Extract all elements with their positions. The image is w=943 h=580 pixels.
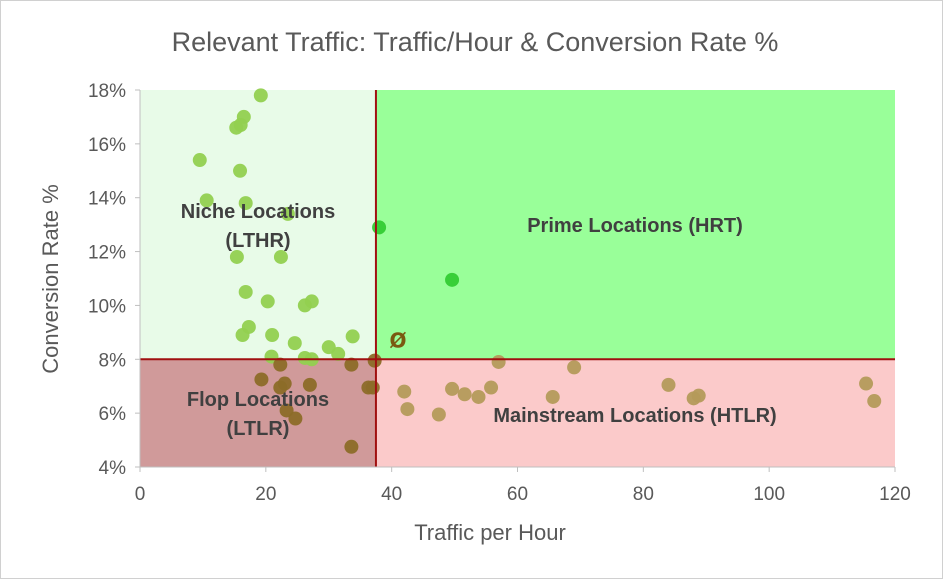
quadrant-mainstream [375,359,895,467]
data-point-44 [661,377,676,392]
y-tick-label-0: 4% [99,458,127,479]
data-point-0 [253,88,268,103]
quadrant-layer [140,90,895,467]
data-point-46 [691,388,706,403]
data-point-32 [254,372,269,387]
data-point-38 [397,384,412,399]
y-tick-label-1: 6% [99,404,127,425]
data-point-39 [445,381,460,396]
data-point-37 [365,380,380,395]
data-point-34 [273,380,288,395]
chart-title: Relevant Traffic: Traffic/Hour & Convers… [172,27,779,57]
data-point-28 [344,357,359,372]
data-point-27 [273,357,288,372]
data-point-41 [484,380,499,395]
data-point-10 [273,249,288,264]
data-point-47 [859,376,874,391]
y-tick-label-7: 18% [88,81,126,102]
y-tick-label-3: 10% [88,296,126,317]
data-point-23 [331,346,346,361]
x-tick-label-1: 20 [255,484,276,505]
axis-layer: 0 20 40 60 80 100 120 4% 6% 8% 10% 12% 14% 16% 18% [88,81,911,505]
x-tick-label-5: 100 [753,484,785,505]
quadrant-label-niche-1: (LTHR) [225,230,290,252]
y-tick-label-5: 14% [88,189,126,210]
data-point-42 [471,389,486,404]
x-axis-label: Traffic per Hour [414,520,566,545]
y-tick-label-6: 16% [88,135,126,156]
y-axis-label: Conversion Rate % [38,184,63,374]
data-point-12 [445,272,460,287]
data-point-7 [238,196,253,211]
data-point-13 [238,284,253,299]
x-tick-label-3: 60 [507,484,528,505]
data-point-50 [431,407,446,422]
data-point-31 [567,360,582,375]
quadrant-label-niche-0: Niche Locations [181,201,335,223]
data-point-20 [345,329,360,344]
y-tick-label-4: 12% [88,243,126,264]
data-point-8 [280,206,295,221]
data-point-30 [491,354,506,369]
x-tick-label-6: 120 [879,484,911,505]
x-tick-label-0: 0 [135,484,146,505]
x-tick-label-2: 40 [381,484,402,505]
data-point-35 [302,377,317,392]
data-point-29 [367,353,382,368]
y-tick-label-2: 8% [99,350,127,371]
quadrant-niche [140,90,376,360]
quadrant-prime [375,90,895,360]
data-point-11 [372,220,387,235]
quadrant-label-prime-0: Prime Locations (HRT) [527,215,743,237]
data-point-51 [279,403,294,418]
data-point-19 [265,328,280,343]
x-tick-label-4: 80 [633,484,654,505]
data-point-9 [229,249,244,264]
data-point-53 [344,439,359,454]
data-point-49 [400,402,415,417]
quadrant-label-mainstream-0: Mainstream Locations (HTLR) [493,405,776,427]
data-point-3 [229,120,244,135]
data-point-43 [545,389,560,404]
data-point-16 [297,298,312,313]
data-point-5 [233,163,248,178]
data-point-21 [287,336,302,351]
data-point-4 [192,153,207,168]
data-point-14 [260,294,275,309]
label-layer: Ø Niche Locations (LTHR) Prime Locations (H… [181,201,777,440]
data-point-18 [235,328,250,343]
data-point-48 [867,394,882,409]
data-point-6 [199,193,214,208]
data-point-40 [457,387,472,402]
quadrant-label-flop-1: (LTLR) [227,418,290,440]
data-point-52 [288,411,303,426]
quadrant-label-flop-0: Flop Locations [187,389,329,411]
average-marker: Ø [389,328,406,352]
threshold-layer [140,90,895,467]
